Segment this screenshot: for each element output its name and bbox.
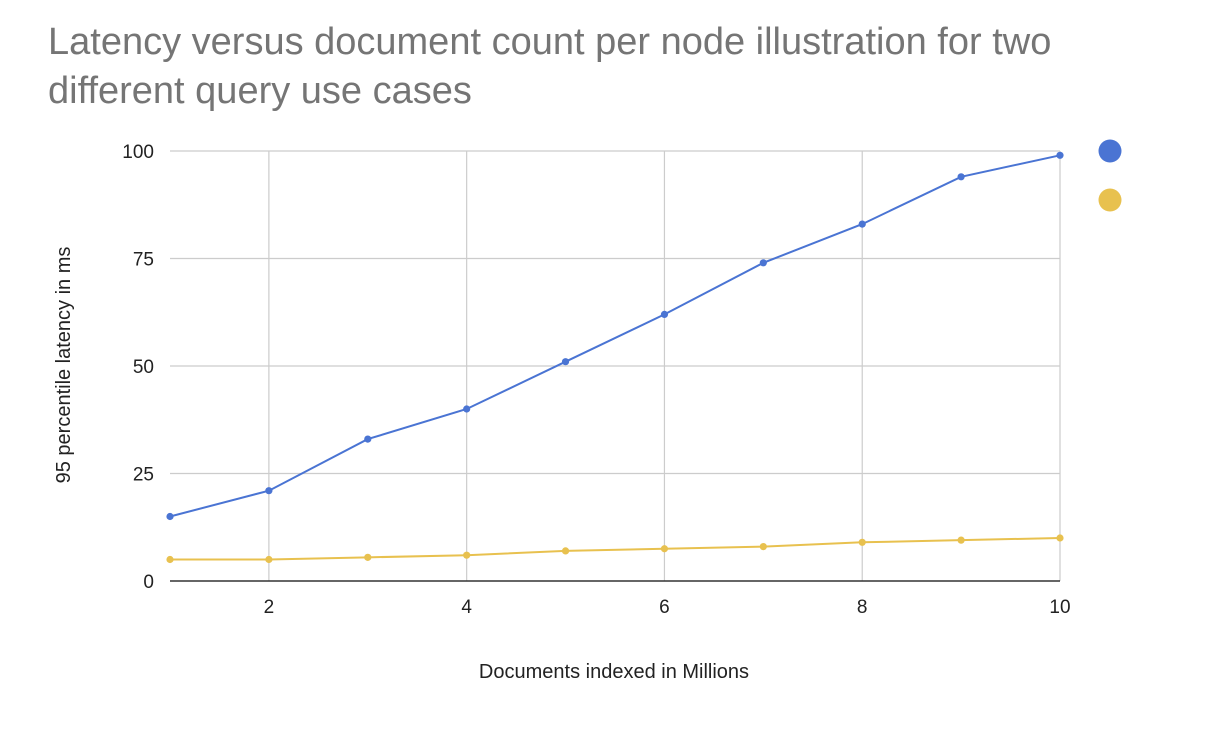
series-line-1 bbox=[169, 154, 1061, 518]
x-axis-title: Documents indexed in Millions bbox=[479, 661, 749, 683]
grid bbox=[170, 150, 1061, 581]
data-point bbox=[957, 173, 965, 181]
y-tick-label: 25 bbox=[133, 465, 154, 486]
data-point bbox=[660, 310, 669, 318]
y-tick-label: 0 bbox=[143, 572, 154, 593]
y-tick-label: 50 bbox=[133, 357, 154, 378]
legend-marker-2[interactable] bbox=[1098, 188, 1122, 212]
data-point bbox=[858, 220, 866, 228]
y-tick-label: 100 bbox=[122, 142, 154, 163]
data-point bbox=[463, 551, 471, 559]
x-tick-label: 2 bbox=[264, 597, 275, 618]
data-point bbox=[265, 555, 273, 564]
data-point bbox=[463, 405, 471, 413]
x-tick-label: 6 bbox=[659, 597, 670, 618]
series-lines bbox=[166, 151, 1064, 564]
data-point bbox=[364, 435, 372, 443]
data-point bbox=[1056, 151, 1064, 159]
y-tick-label: 75 bbox=[133, 250, 154, 271]
data-point bbox=[166, 555, 174, 564]
data-point bbox=[1056, 534, 1064, 542]
data-point bbox=[759, 543, 767, 551]
series-line-2 bbox=[170, 537, 1061, 561]
x-tick-label: 8 bbox=[857, 597, 868, 618]
x-tick-label: 10 bbox=[1049, 597, 1070, 618]
data-point bbox=[660, 545, 669, 553]
legend-marker-1[interactable] bbox=[1098, 139, 1122, 163]
legend[interactable] bbox=[1098, 139, 1122, 212]
data-point bbox=[759, 259, 767, 267]
data-point bbox=[957, 536, 965, 544]
data-point bbox=[265, 487, 273, 495]
data-point bbox=[364, 553, 372, 561]
data-point bbox=[561, 547, 570, 555]
chart-title: Latency versus document count per node i… bbox=[48, 21, 1052, 112]
y-axis-title: 95 percentile latency in ms bbox=[53, 247, 75, 484]
x-tick-label: 4 bbox=[461, 597, 472, 618]
data-point bbox=[166, 512, 174, 521]
tick-labels: 0 25 50 75 100 2 4 6 8 10 bbox=[122, 142, 1070, 618]
data-point bbox=[858, 538, 866, 546]
data-point bbox=[561, 358, 570, 366]
